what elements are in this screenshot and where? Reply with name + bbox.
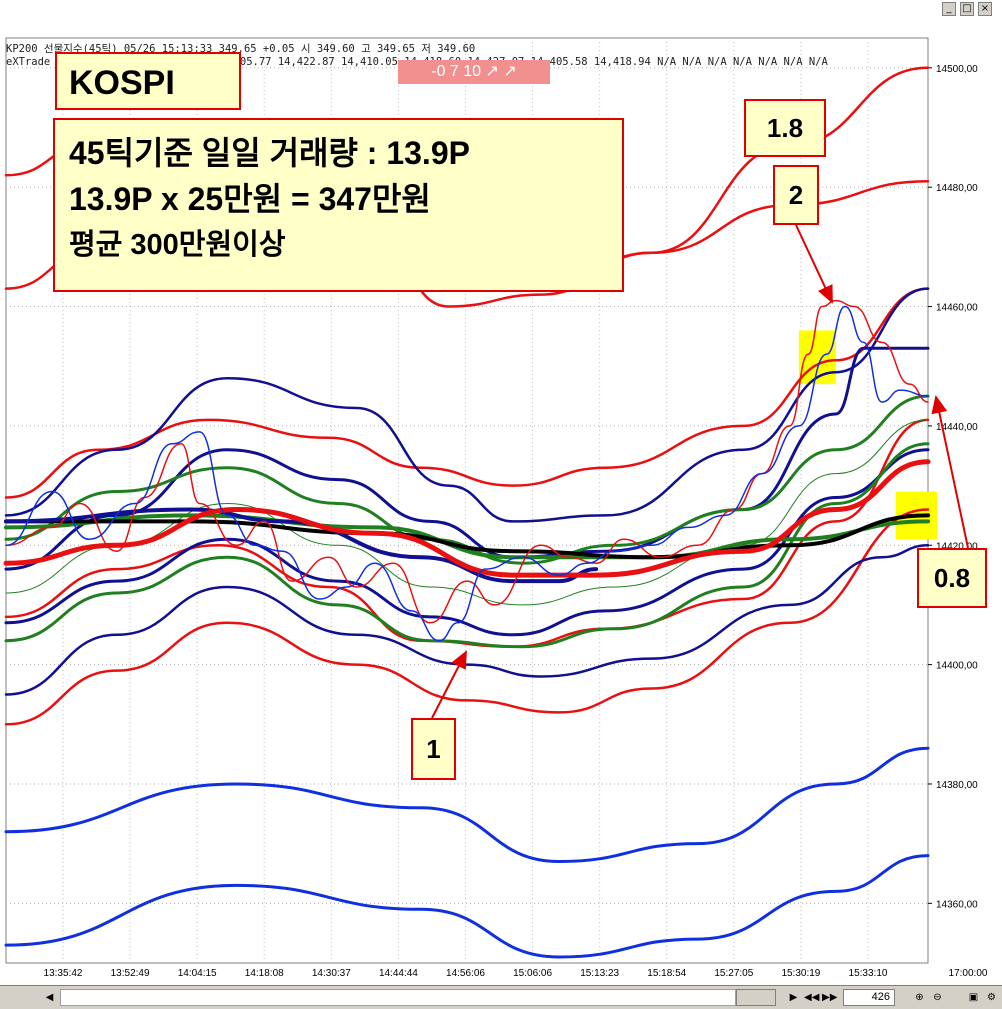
series-line-11 <box>5 419 929 606</box>
x-tick-label: 14:18:08 <box>245 968 284 979</box>
x-tick-label: 15:27:05 <box>714 968 753 979</box>
x-tick-label: 13:52:49 <box>111 968 150 979</box>
zoom-count-field[interactable]: 426 <box>843 989 895 1006</box>
maximize-icon[interactable]: □ <box>960 2 974 16</box>
x-tick-label: 14:56:06 <box>446 968 485 979</box>
x-tick-label: 15:33:10 <box>849 968 888 979</box>
close-icon[interactable]: × <box>978 2 992 16</box>
info-line-2: 13.9P x 25만원 = 347만원 <box>69 181 431 217</box>
kospi-title-box: KOSPI <box>55 52 241 110</box>
label-2: 2 <box>773 165 819 225</box>
chart-scrollbar-area: ◀ ▶ ◀◀ ▶▶ 426 ⊕ ⊖ ▣ ⚙ <box>0 985 1002 1009</box>
series-line-10 <box>4 442 930 649</box>
x-tick-label: 15:18:54 <box>647 968 686 979</box>
info-line-1: 45틱기준 일일 거래량 : 13.9P <box>69 135 470 171</box>
scroll-thumb[interactable] <box>736 989 776 1006</box>
label-0-8: 0.8 <box>917 548 987 608</box>
annotation-arrow <box>431 650 467 719</box>
x-tick-label: 13:35:42 <box>44 968 83 979</box>
info-line-3: 평균 300만원이상 <box>69 229 286 261</box>
scroll-right-icon[interactable]: ▶ <box>789 992 798 1003</box>
series-line-14 <box>4 507 599 584</box>
rewind-icon[interactable]: ◀◀ <box>804 992 820 1003</box>
settings-icon[interactable]: ⚙ <box>987 992 996 1003</box>
y-tick-label: 14500,00 <box>936 64 978 75</box>
minimize-icon[interactable]: _ <box>942 2 956 16</box>
series-line-15 <box>3 459 931 578</box>
y-tick-label: 14460,00 <box>936 303 978 314</box>
label-1: 1 <box>411 718 456 780</box>
series-line-12 <box>4 513 930 560</box>
zoom-in-icon[interactable]: ⊕ <box>915 992 924 1003</box>
series-line-16 <box>4 746 930 863</box>
fast-forward-icon[interactable]: ▶▶ <box>822 992 838 1003</box>
x-tick-label: 14:30:37 <box>312 968 351 979</box>
x-tick-label: 15:13:23 <box>580 968 619 979</box>
window-titlebar: _ □ × <box>0 0 1002 20</box>
x-tick-label: 17:00:00 <box>949 968 988 979</box>
series-line-8 <box>4 544 930 696</box>
series-line-7 <box>4 448 930 637</box>
x-tick-label: 14:44:44 <box>379 968 418 979</box>
series-line-18 <box>5 299 929 624</box>
x-tick-label: 14:04:15 <box>178 968 217 979</box>
scroll-left-icon[interactable]: ◀ <box>45 992 54 1003</box>
indicator-strip: -0 7 10 ↗ ↗ <box>398 60 550 84</box>
annotation-arrow <box>795 224 833 304</box>
grid-icon[interactable]: ▣ <box>968 992 979 1003</box>
y-tick-label: 14420,00 <box>936 541 978 552</box>
label-1-8: 1.8 <box>744 99 826 157</box>
volume-scroll-track[interactable] <box>60 989 736 1006</box>
y-tick-label: 14480,00 <box>936 183 978 194</box>
zoom-out-icon[interactable]: ⊖ <box>933 992 942 1003</box>
y-tick-label: 14380,00 <box>936 780 978 791</box>
annotation-arrow <box>931 395 969 549</box>
series-line-4 <box>4 508 930 726</box>
series-line-5 <box>4 287 930 523</box>
series-line-9 <box>4 394 930 565</box>
series-line-19 <box>5 305 929 642</box>
y-tick-label: 14440,00 <box>936 422 978 433</box>
series-line-17 <box>4 854 930 959</box>
x-tick-label: 15:06:06 <box>513 968 552 979</box>
x-tick-label: 15:30:19 <box>781 968 820 979</box>
y-tick-label: 14360,00 <box>936 899 978 910</box>
y-tick-label: 14400,00 <box>936 661 978 672</box>
volume-info-box: 45틱기준 일일 거래량 : 13.9P 13.9P x 25만원 = 347만… <box>53 118 624 292</box>
